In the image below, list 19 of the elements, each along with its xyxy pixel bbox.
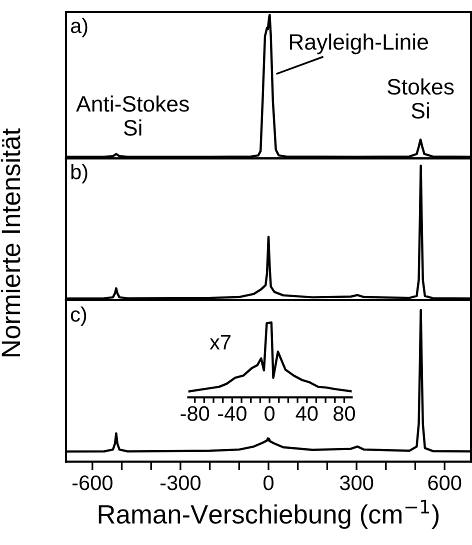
- annotation: Anti-Stokes Si: [76, 95, 189, 136]
- annotation: x7: [210, 335, 230, 350]
- x-axis-title: Raman-Verschiebung (cm$^{−1}$): [98, 500, 439, 529]
- x-tick-label: 40: [296, 406, 318, 421]
- annotation: Rayleigh-Linie: [290, 34, 428, 54]
- x-tick-label: 300: [340, 475, 374, 490]
- x-tick-label: -600: [72, 475, 112, 490]
- y-axis-title: Normierte Intensität: [0, 128, 20, 356]
- x-tick-label: 0: [264, 475, 274, 490]
- annotation: Stokes Si: [388, 78, 454, 119]
- x-tick-label: 0: [264, 406, 275, 421]
- x-tick-label: 80: [334, 406, 356, 421]
- annotation: b): [71, 164, 88, 184]
- annotation: c): [70, 306, 86, 326]
- x-tick-label: -80: [180, 406, 210, 421]
- x-tick-label: 600: [428, 475, 462, 490]
- x-tick-label: -40: [218, 406, 246, 421]
- annotation: a): [70, 18, 88, 38]
- x-tick-label: -300: [160, 475, 200, 490]
